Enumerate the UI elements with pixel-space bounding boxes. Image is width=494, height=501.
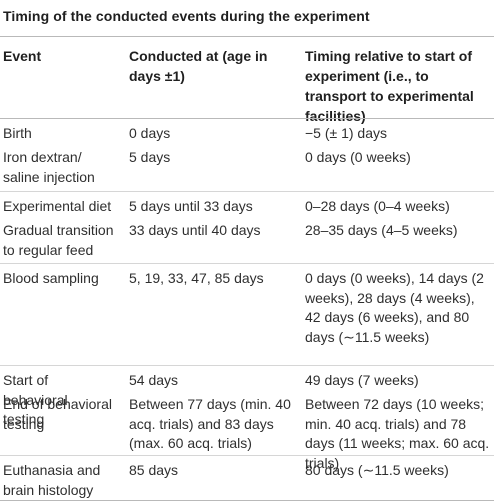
cell-timing: 0 days (0 weeks), 14 days (2 weeks), 28 … [305, 270, 484, 345]
header-event: Event [3, 48, 42, 64]
cell-event: End of behavioral testing [3, 396, 112, 432]
cell-conducted-at: 5, 19, 33, 47, 85 days [129, 270, 264, 286]
cell-event: Start of behavioral testing [3, 372, 68, 427]
cell-timing: 0 days (0 weeks) [305, 149, 411, 165]
cell-conducted-at: 33 days until 40 days [129, 222, 261, 238]
row-divider [0, 455, 494, 456]
cell-timing: 49 days (7 weeks) [305, 372, 419, 388]
cell-event: Birth [3, 125, 32, 141]
cell-conducted-at: 5 days [129, 149, 171, 165]
cell-event: Iron dextran/ saline injection [3, 149, 95, 185]
cell-timing: −5 (± 1) days [305, 125, 387, 141]
cell-conducted-at: 54 days [129, 372, 179, 388]
row-divider [0, 263, 494, 264]
header-conducted-at: Conducted at (age in days ±1) [129, 48, 268, 84]
cell-event: Gradual transition to regular feed [3, 222, 114, 258]
row-divider [0, 365, 494, 366]
cell-event: Blood sampling [3, 270, 99, 286]
table-title: Timing of the conducted events during th… [3, 8, 370, 24]
cell-conducted-at: 0 days [129, 125, 171, 141]
cell-event: Experimental diet [3, 198, 112, 214]
header-rule [0, 118, 494, 119]
cell-timing: 28–35 days (4–5 weeks) [305, 222, 458, 238]
cell-conducted-at: 85 days [129, 462, 179, 478]
cell-conducted-at: Between 77 days (min. 40 acq. trials) an… [129, 396, 291, 451]
cell-conducted-at: 5 days until 33 days [129, 198, 253, 214]
cell-timing: 80 days (∼11.5 weeks) [305, 462, 449, 478]
title-rule [0, 36, 494, 37]
cell-event: Euthanasia and brain histology [3, 462, 101, 498]
row-divider [0, 191, 494, 192]
cell-timing: Between 72 days (10 weeks; min. 40 acq. … [305, 396, 490, 471]
header-timing: Timing relative to start of experiment (… [305, 48, 474, 124]
cell-timing: 0–28 days (0–4 weeks) [305, 198, 450, 214]
